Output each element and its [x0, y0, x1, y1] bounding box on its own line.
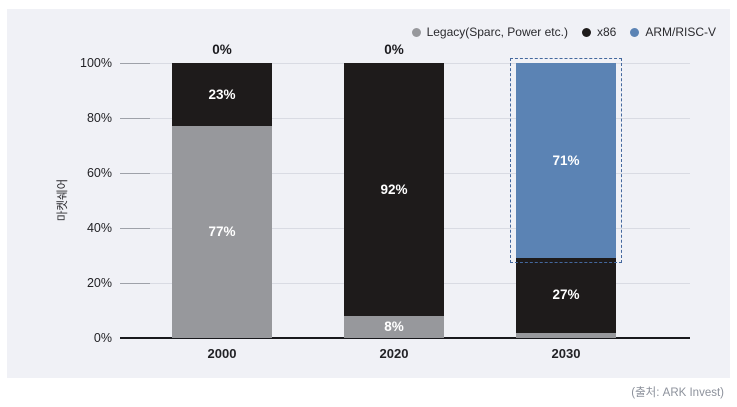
- legend-item: x86: [581, 25, 617, 39]
- y-tick-label: 60%: [86, 166, 112, 180]
- bar-segment-2000-legacy-sparc-power-etc-: [172, 126, 272, 338]
- y-tick-mark: [120, 283, 150, 284]
- y-axis-title: 마켓쉐어: [57, 178, 69, 222]
- y-tick-label: 80%: [86, 111, 112, 125]
- bar-segment-2020-x86: [344, 63, 444, 316]
- zero-value-label: 0%: [384, 42, 404, 57]
- y-tick-label: 0%: [93, 331, 112, 345]
- value-label: 77%: [208, 224, 236, 240]
- bar-segment-2000-x86: [172, 63, 272, 127]
- y-tick-mark: [120, 118, 150, 119]
- x-tick-label: 2030: [551, 346, 581, 361]
- y-tick-label: 40%: [86, 221, 112, 235]
- legend-item-label: ARM/RISC-V: [645, 25, 716, 39]
- highlight-outline: [510, 58, 622, 264]
- y-tick-mark: [120, 63, 150, 64]
- legend-item-label: x86: [596, 25, 617, 39]
- zero-value-label: 0%: [212, 42, 232, 57]
- legend-item: ARM/RISC-V: [630, 25, 716, 39]
- legend-dot-icon: [581, 27, 591, 37]
- legend-dot-icon: [630, 27, 640, 37]
- y-tick-label: 20%: [86, 276, 112, 290]
- y-tick-label: 100%: [80, 56, 112, 70]
- y-tick-mark: [120, 173, 150, 174]
- y-tick-mark: [120, 228, 150, 229]
- value-label: 92%: [380, 181, 408, 197]
- legend-item-label: Legacy(Sparc, Power etc.): [426, 25, 568, 39]
- x-axis-line: [120, 337, 690, 339]
- value-label: 27%: [552, 287, 580, 303]
- legend: Legacy(Sparc, Power etc.) x86 ARM/RISC-V: [411, 25, 716, 39]
- value-label: 23%: [208, 86, 236, 102]
- x-tick-label: 2020: [379, 346, 409, 361]
- value-label: 8%: [384, 319, 404, 334]
- source-caption: (출처: ARK Invest): [631, 387, 724, 399]
- bar-segment-2020-legacy-sparc-power-etc-: [344, 316, 444, 338]
- legend-item: Legacy(Sparc, Power etc.): [411, 25, 568, 39]
- value-label: 71%: [552, 152, 580, 168]
- x-tick-label: 2000: [207, 346, 237, 361]
- bar-segment-2030-legacy-sparc-power-etc-: [516, 332, 616, 338]
- bar-segment-2030-arm-risc-v: [516, 63, 616, 259]
- legend-dot-icon: [411, 27, 421, 37]
- bar-segment-2030-x86: [516, 258, 616, 333]
